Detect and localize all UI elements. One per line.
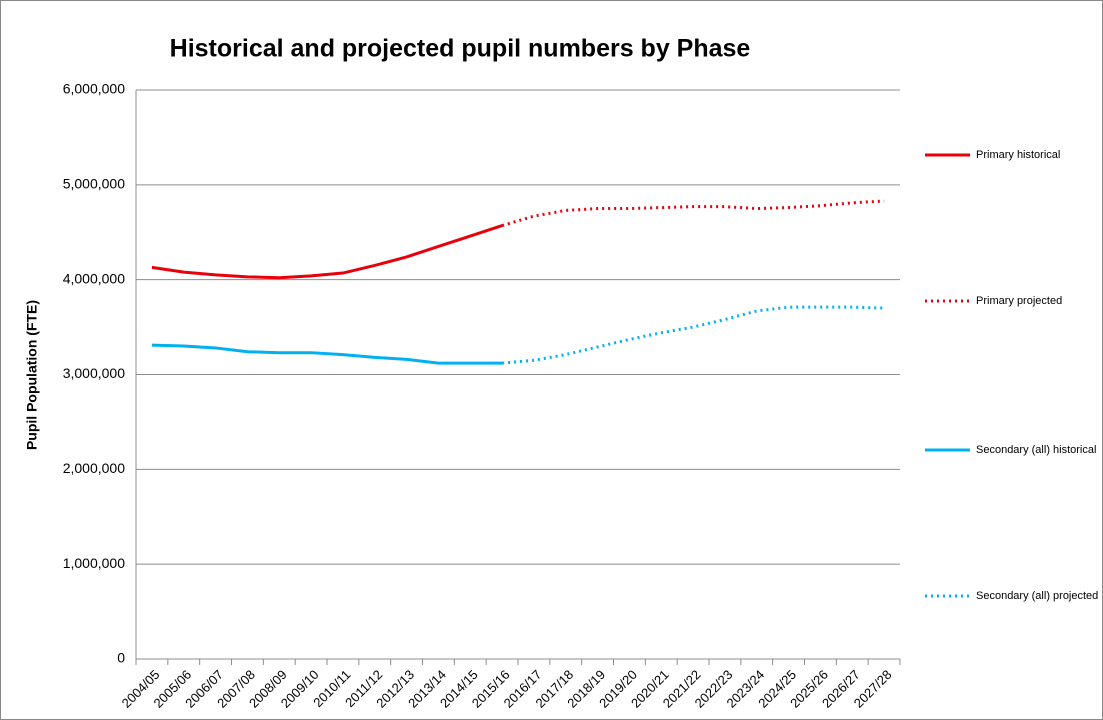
chart-title: Historical and projected pupil numbers b…	[170, 35, 751, 63]
y-tick-label: 1,000,000	[63, 555, 125, 571]
legend-label: Primary projected	[976, 295, 1062, 307]
series-line	[501, 305, 885, 365]
y-tick-label: 0	[117, 650, 125, 666]
series-line	[151, 343, 503, 365]
y-axis-label: Pupil Population (FTE)	[24, 300, 40, 450]
y-tick-label: 6,000,000	[63, 81, 125, 97]
legend-label: Secondary (all) historical	[976, 444, 1096, 456]
y-tick-label: 4,000,000	[63, 270, 125, 286]
legend-label: Secondary (all) projected	[976, 590, 1098, 602]
y-tick-label: 5,000,000	[63, 176, 125, 192]
y-tick-label: 3,000,000	[63, 365, 125, 381]
legend-label: Primary historical	[976, 149, 1060, 161]
series-line	[151, 224, 503, 280]
series-line	[501, 199, 885, 228]
y-tick-label: 2,000,000	[63, 460, 125, 476]
